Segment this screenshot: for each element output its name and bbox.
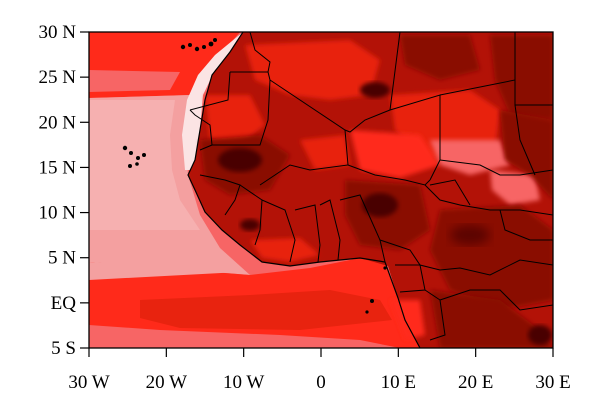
dark-spot-nigeria (362, 193, 398, 217)
country-borders (189, 32, 553, 341)
ocean-south-light (89, 325, 400, 348)
coastal-white-strip (182, 32, 243, 170)
ocean-paler-band (89, 100, 200, 230)
land-bright-sahel (350, 130, 440, 178)
y-tick-label: 10 N (39, 203, 77, 224)
dark-spot-guinea (240, 219, 260, 231)
y-tick-label: 20 N (39, 112, 77, 133)
land-dark-egypt (490, 35, 553, 120)
land-red-gabon (390, 300, 425, 340)
land-red-mali (300, 135, 350, 170)
dark-spot-se (528, 325, 552, 345)
ocean-north-light (89, 70, 180, 92)
ocean-pale-south (89, 262, 240, 280)
y-tick-label: 15 N (39, 157, 77, 178)
y-axis: 30 N 25 N 20 N 15 N 10 N 5 N EQ 5 S (39, 22, 89, 359)
y-tick-label: EQ (51, 293, 77, 314)
land-dark-south (430, 290, 553, 348)
y-tick-label: 5 N (48, 248, 76, 269)
dark-spot-car (450, 225, 490, 245)
x-tick-label: 30 E (535, 372, 570, 393)
y-tick-label: 30 N (39, 22, 77, 43)
x-tick-label: 0 (316, 372, 326, 393)
map-field (89, 32, 553, 348)
y-tick-label: 5 S (51, 338, 76, 359)
ocean-south-inner (140, 290, 392, 330)
x-tick-label: 20 E (458, 372, 493, 393)
land-red-coast (250, 238, 320, 262)
dark-spot-mali (218, 148, 262, 172)
x-axis: 30 W 20 W 10 W 0 10 E 20 E 30 E (68, 348, 571, 393)
land-red-west (205, 95, 265, 145)
x-tick-label: 30 W (68, 372, 109, 393)
islands (122, 38, 387, 314)
x-tick-label: 10 E (381, 372, 416, 393)
land-red-north (245, 40, 380, 100)
land-pale-sahel (430, 140, 510, 175)
x-tick-label: 10 W (223, 372, 264, 393)
land-pale-east (490, 170, 540, 205)
y-tick-label: 25 N (39, 67, 77, 88)
land-dark-libya (400, 35, 480, 80)
dark-spot-algeria (360, 82, 390, 98)
x-tick-label: 20 W (146, 372, 187, 393)
